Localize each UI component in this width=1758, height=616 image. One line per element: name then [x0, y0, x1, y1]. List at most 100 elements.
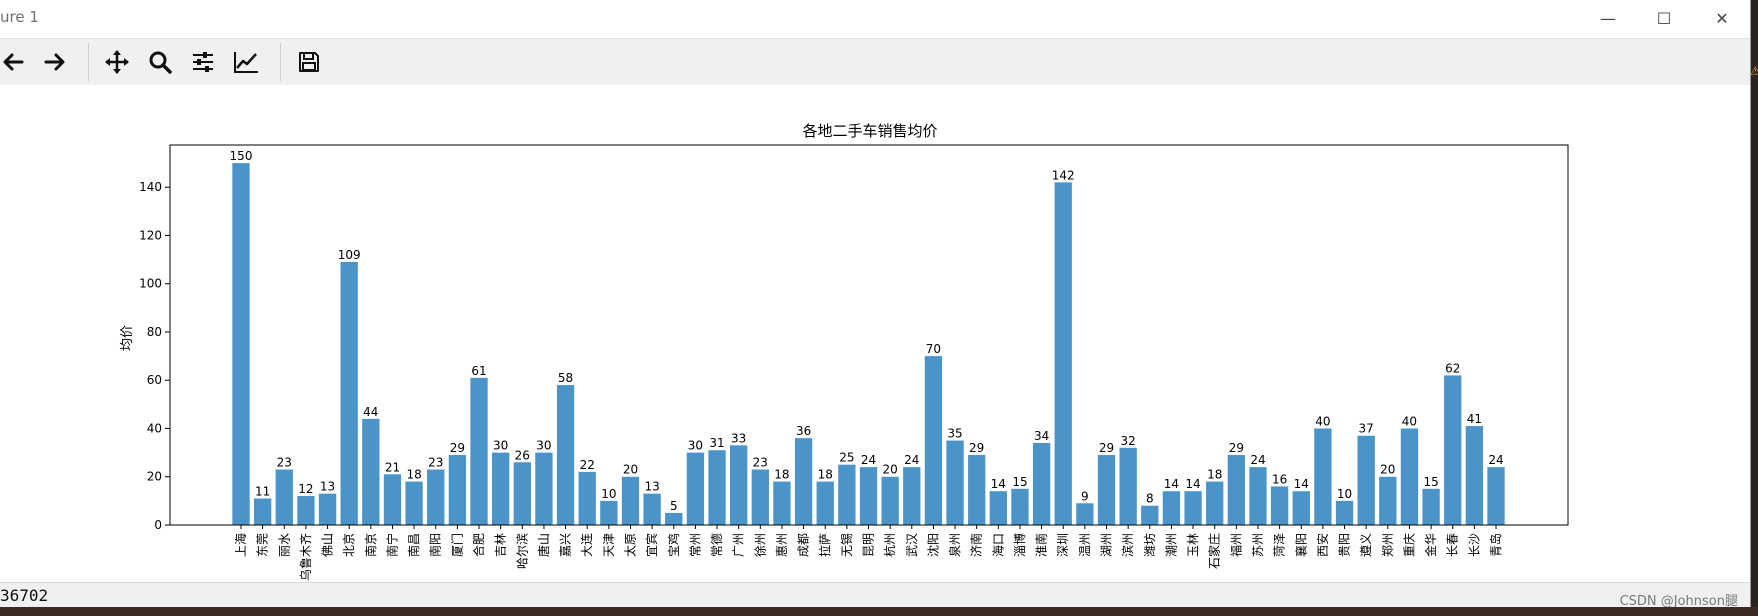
bar — [383, 474, 402, 525]
pan-button[interactable] — [100, 45, 134, 79]
bar — [1032, 442, 1051, 525]
x-tick-label: 海口 — [990, 533, 1005, 557]
x-tick-label: 丽水 — [277, 533, 291, 557]
bar — [1314, 428, 1332, 525]
bar-value-label: 36 — [796, 424, 811, 438]
bar — [556, 385, 575, 525]
status-bar: 36702 CSDN @Johnson腿 — [0, 582, 1750, 609]
chart-title: 各地二手车销售均价 — [802, 122, 937, 140]
y-tick-label: 100 — [139, 277, 162, 291]
x-tick-label: 拉萨 — [817, 533, 832, 557]
floppy-disk-icon — [299, 52, 319, 72]
configure-subplots-button[interactable] — [186, 45, 220, 79]
minimize-button[interactable]: — — [1580, 0, 1636, 36]
bar-value-label: 24 — [1250, 453, 1265, 467]
figure-canvas[interactable]: 各地二手车销售均价 均价 0 20 40 60 80 100 120 140 150 11 23 1… — [0, 85, 1750, 582]
arrow-left-icon — [3, 53, 24, 71]
maximize-button[interactable]: ☐ — [1636, 0, 1692, 36]
x-tick-label: 上海 — [233, 533, 248, 557]
bar — [600, 500, 618, 525]
bar-value-label: 20 — [882, 463, 897, 477]
x-tick-label: 常德 — [709, 533, 724, 557]
x-tick-label: 石家庄 — [1207, 533, 1222, 569]
back-button[interactable] — [0, 45, 30, 79]
x-tick-label: 青岛 — [1488, 533, 1503, 557]
bar — [1141, 505, 1159, 525]
status-coordinates: 36702 — [0, 586, 49, 605]
x-tick-label: 东莞 — [256, 533, 270, 557]
x-tick-label: 泉州 — [948, 533, 962, 557]
bar — [751, 469, 769, 525]
close-button[interactable]: ✕ — [1694, 0, 1750, 36]
x-tick-label: 成都 — [797, 533, 811, 557]
title-bar: ure 1 — ☐ ✕ — [0, 0, 1750, 38]
x-tick-label: 合肥 — [471, 533, 486, 557]
x-tick-label: 南阳 — [428, 533, 443, 557]
zoom-button[interactable] — [143, 45, 177, 79]
bar — [1444, 375, 1462, 525]
bar — [665, 512, 683, 525]
forward-button[interactable] — [38, 45, 72, 79]
bar-value-label: 11 — [255, 484, 270, 498]
bar — [253, 498, 272, 525]
bar-value-label: 32 — [1121, 434, 1136, 448]
bar-value-label: 18 — [774, 468, 789, 482]
bar — [1227, 455, 1245, 525]
bar-value-label: 58 — [558, 371, 573, 385]
bar — [427, 469, 445, 525]
x-tick-label: 嘉兴 — [559, 533, 573, 557]
x-tick-label: 无锡 — [839, 533, 854, 557]
bar-value-label: 16 — [1272, 472, 1287, 486]
magnifier-icon — [149, 51, 172, 74]
bar-value-label: 14 — [1294, 477, 1309, 491]
x-tick-label: 贵阳 — [1338, 533, 1352, 557]
bar — [686, 452, 705, 525]
bar-value-label: 24 — [861, 453, 876, 467]
bar-value-label: 23 — [753, 456, 768, 470]
bar — [1465, 426, 1484, 525]
bar-value-label: 21 — [385, 460, 400, 474]
bar-value-label: 33 — [731, 431, 746, 445]
bar — [1162, 491, 1181, 525]
x-tick-label: 淮南 — [1034, 533, 1049, 557]
bar — [1119, 447, 1137, 525]
x-tick-label: 佛山 — [321, 533, 335, 557]
bar — [924, 356, 943, 525]
bar-value-label: 14 — [1185, 477, 1200, 491]
bar-value-label: 37 — [1359, 422, 1374, 436]
bar-value-label: 18 — [1207, 468, 1222, 482]
toolbar-separator — [88, 43, 89, 81]
x-tick-label: 南京 — [363, 533, 378, 557]
save-button[interactable] — [292, 45, 326, 79]
x-tick-label: 昆明 — [862, 533, 876, 557]
bar — [513, 462, 531, 525]
bar-value-label: 23 — [428, 456, 443, 470]
x-tick-label: 北京 — [342, 533, 356, 557]
bar — [968, 455, 986, 525]
x-tick-label: 广州 — [732, 533, 746, 557]
x-tick-label: 湖州 — [1099, 533, 1114, 557]
bar — [1097, 455, 1116, 525]
x-tick-label: 潍坊 — [1142, 533, 1157, 557]
bar-value-label: 29 — [450, 441, 465, 455]
x-tick-label: 大连 — [579, 533, 594, 557]
background-strip — [0, 607, 1758, 616]
bar-value-label: 13 — [320, 480, 335, 494]
edit-axis-button[interactable] — [229, 45, 263, 79]
bar-value-label: 14 — [1164, 477, 1179, 491]
x-tick-label: 金华 — [1423, 533, 1438, 557]
bar — [859, 467, 878, 525]
x-tick-label: 淄博 — [1012, 533, 1027, 557]
bar — [1487, 467, 1505, 525]
x-tick-label: 杭州 — [882, 533, 897, 557]
x-tick-label: 福州 — [1228, 533, 1243, 557]
x-tick-label: 郑州 — [1380, 533, 1395, 557]
bar-value-label: 31 — [709, 436, 724, 450]
bar-value-label: 23 — [277, 456, 292, 470]
bars-group — [232, 163, 1505, 525]
bar-value-label: 10 — [601, 487, 616, 501]
bar — [773, 481, 791, 525]
bar-value-label: 15 — [1423, 475, 1438, 489]
x-tick-label: 唐山 — [536, 533, 551, 557]
bar — [1206, 481, 1224, 525]
